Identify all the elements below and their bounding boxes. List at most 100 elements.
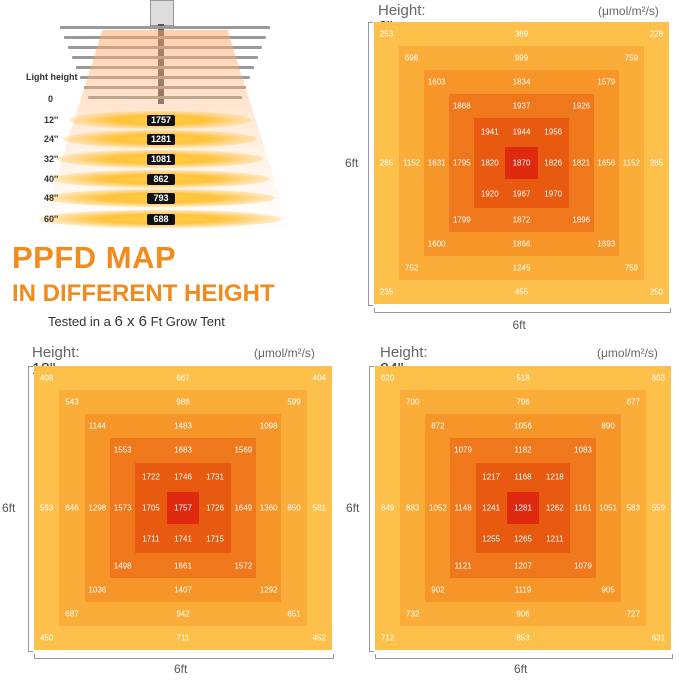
ppfd-value: 518 — [516, 373, 530, 383]
map-unit: (μmol/m²/s) — [254, 346, 315, 360]
ppfd-value: 450 — [39, 633, 54, 643]
light-height-ppfd-value: 793 — [147, 193, 175, 204]
ppfd-value: 603 — [651, 373, 666, 383]
ppfd-value: 853 — [516, 633, 530, 643]
ppfd-value: 1896 — [572, 215, 591, 225]
light-height-label: 24'' — [44, 134, 59, 144]
ppfd-value: 1731 — [206, 472, 224, 482]
ppfd-value: 1834 — [512, 77, 531, 87]
headline-line2: IN DIFFERENT HEIGHT — [12, 280, 275, 307]
ppfd-value: 1052 — [428, 503, 447, 513]
light-height-ppfd-value: 688 — [147, 214, 175, 225]
ppfd-value: 583 — [626, 503, 640, 513]
light-height-ppfd-value: 862 — [147, 174, 175, 185]
ppfd-value: 389 — [514, 29, 529, 39]
bottom-dimension-bracket — [375, 654, 673, 659]
ppfd-value: 235 — [379, 287, 394, 297]
ppfd-value: 559 — [651, 503, 666, 513]
ppfd-center-square — [505, 146, 538, 180]
ppfd-value: 999 — [514, 53, 529, 63]
ppfd-value: 1579 — [597, 77, 616, 87]
ppfd-value: 796 — [516, 397, 530, 407]
ppfd-value: 1569 — [234, 445, 253, 455]
bottom-dimension-bracket — [34, 654, 334, 659]
ppfd-value: 455 — [514, 287, 529, 297]
ppfd-value: 1217 — [482, 472, 501, 482]
bottom-dimension-label: 6ft — [514, 662, 528, 676]
ppfd-value: 404 — [312, 373, 327, 383]
side-dimension-bracket — [368, 22, 373, 306]
driver-box — [150, 0, 174, 26]
ppfd-value: 1868 — [452, 101, 471, 111]
ppfd-value: 1262 — [545, 503, 564, 513]
ppfd-value: 452 — [312, 633, 327, 643]
ppfd-value: 942 — [176, 609, 190, 619]
ppfd-value: 1656 — [597, 158, 616, 168]
fixture-bar — [60, 26, 270, 29]
bottom-dimension-label: 6ft — [512, 318, 526, 332]
ppfd-value: 1715 — [206, 534, 224, 544]
ppfd-value: 599 — [287, 397, 301, 407]
ppfd-value: 1967 — [512, 189, 531, 199]
light-height-label: 40'' — [44, 174, 59, 184]
light-height-label: 0 — [48, 94, 54, 104]
ppfd-value: 687 — [65, 609, 79, 619]
ppfd-value: 1970 — [544, 189, 563, 199]
ppfd-value: 1483 — [174, 421, 192, 431]
ppfd-value: 1866 — [512, 239, 531, 249]
ppfd-value: 711 — [176, 633, 190, 643]
map-title-prefix: Height: — [32, 344, 80, 361]
ppfd-value: 1079 — [574, 561, 592, 570]
ppfd-value: 1872 — [512, 215, 531, 225]
ppfd-value: 631 — [651, 633, 666, 643]
headline-line1: PPFD MAP — [12, 240, 177, 275]
ppfd-value: 1741 — [174, 534, 192, 544]
ppfd-value: 593 — [39, 503, 54, 513]
ppfd-value: 1941 — [480, 127, 499, 137]
ppfd-value: 1820 — [480, 158, 499, 168]
ppfd-value: 651 — [287, 609, 301, 619]
ppfd-value: 1944 — [512, 127, 531, 137]
ppfd-value: 1241 — [482, 503, 501, 513]
ppfd-value: 667 — [176, 373, 190, 383]
tested-size: 6 x 6 — [114, 313, 148, 330]
ppfd-value: 1661 — [174, 561, 192, 570]
ppfd-value: 1036 — [88, 585, 107, 595]
ppfd-value: 1161 — [574, 503, 592, 513]
light-height-label: 60'' — [44, 214, 59, 224]
ppfd-value: 1265 — [514, 534, 532, 544]
side-dimension-label: 6ft — [346, 501, 360, 515]
map-title-prefix: Height: — [378, 2, 426, 19]
ppfd-value: 620 — [380, 373, 395, 383]
ppfd-value: 228 — [649, 29, 664, 39]
ppfd-value: 752 — [404, 263, 419, 273]
ppfd-value: 285 — [379, 158, 394, 168]
ppfd-value: 906 — [516, 609, 530, 619]
ppfd-value: 1119 — [514, 585, 532, 595]
ppfd-value: 1182 — [514, 445, 532, 455]
ppfd-value: 1603 — [427, 77, 446, 87]
ppfd-value: 1937 — [512, 101, 531, 111]
ppfd-value: 543 — [65, 397, 79, 407]
ppfd-value: 1572 — [234, 561, 253, 570]
light-height-title: Light height — [26, 72, 78, 82]
ppfd-value: 1821 — [572, 158, 591, 168]
ppfd-value: 1051 — [599, 503, 617, 513]
ppfd-value: 1079 — [454, 445, 472, 455]
ppfd-value: 408 — [39, 373, 54, 383]
ppfd-value: 1631 — [427, 158, 446, 168]
ppfd-value: 1218 — [545, 472, 564, 482]
ppfd-value: 1360 — [259, 503, 278, 513]
ppfd-value: 759 — [624, 263, 639, 273]
ppfd-value: 285 — [649, 158, 664, 168]
ppfd-value: 1144 — [88, 421, 106, 431]
ppfd-value: 1920 — [480, 189, 499, 199]
light-height-illustration: Light height 0 12'' 1757 24'' 1281 32'' 1081 40… — [0, 0, 290, 235]
ppfd-value: 872 — [431, 421, 445, 431]
ppfd-value: 846 — [65, 503, 79, 513]
light-height-ppfd-value: 1757 — [147, 115, 175, 126]
ppfd-value: 1207 — [514, 561, 532, 570]
bottom-dimension-label: 6ft — [174, 662, 188, 676]
ppfd-value: 698 — [404, 53, 419, 63]
ppfd-center-value: 1870 — [512, 158, 531, 168]
